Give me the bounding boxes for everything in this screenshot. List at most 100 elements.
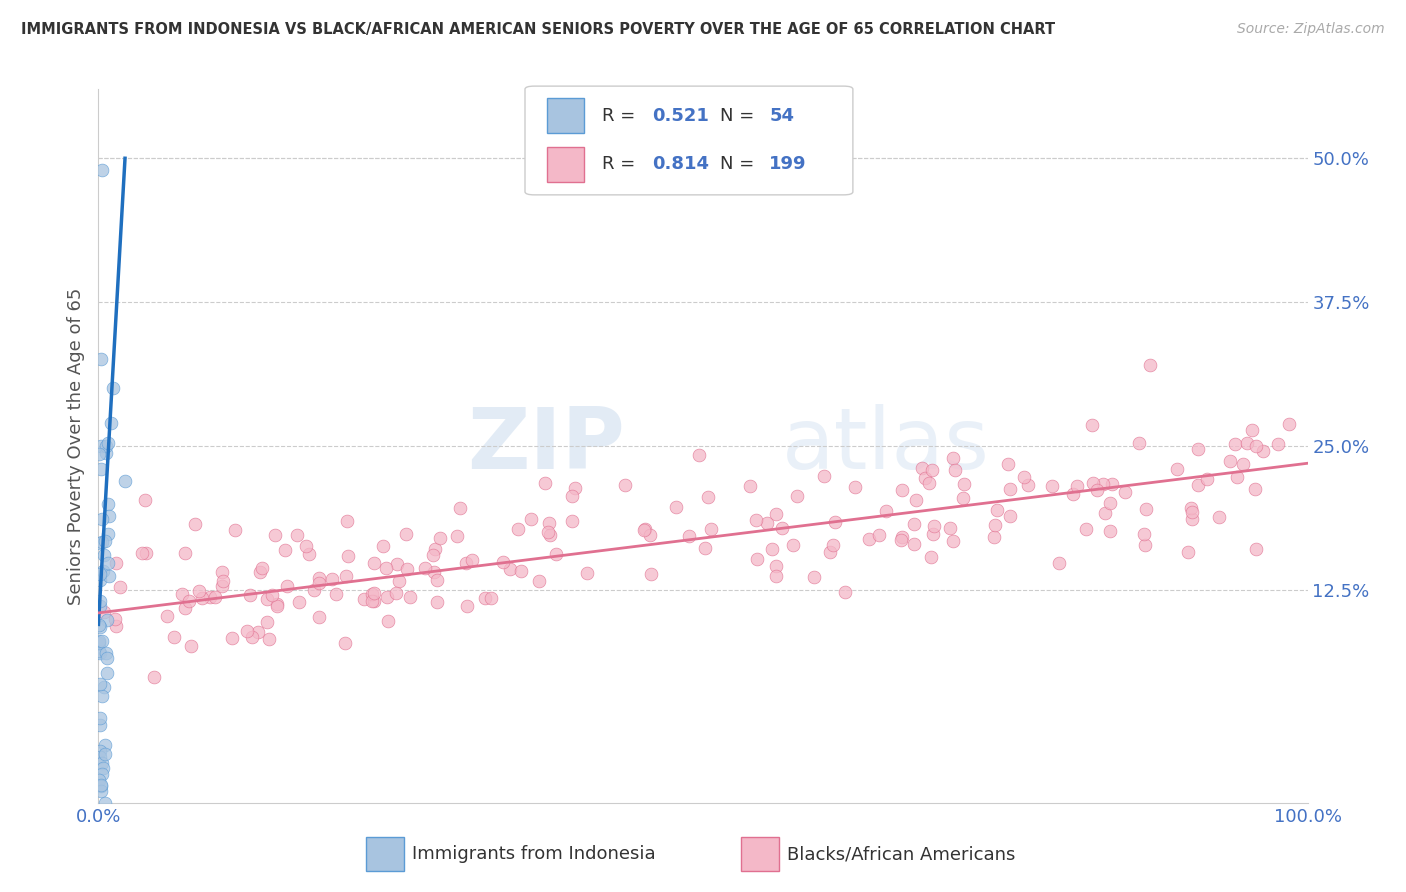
Point (90, 756, 112, 770)
Point (1099, 524, 1122, 538)
Point (546, 547, 568, 561)
Point (100, 416, 122, 430)
Point (665, 500, 688, 514)
Text: R =: R = (602, 107, 641, 125)
Point (98, 568, 121, 582)
Point (302, 582, 325, 597)
Point (695, 541, 717, 556)
Point (688, 448, 710, 462)
Point (91, 767, 114, 781)
Point (89, 718, 111, 732)
Point (1181, 512, 1204, 526)
Point (249, 565, 271, 579)
Point (1076, 522, 1098, 536)
Point (765, 559, 787, 574)
Point (93, 605, 115, 619)
Point (285, 528, 308, 542)
Point (1223, 437, 1246, 451)
Point (747, 552, 769, 566)
Point (204, 590, 226, 604)
Point (922, 519, 945, 533)
Point (426, 574, 449, 588)
Point (700, 522, 723, 536)
Point (114, 474, 136, 488)
Point (941, 451, 963, 466)
Point (1187, 478, 1209, 492)
Point (1278, 417, 1301, 432)
Text: Immigrants from Indonesia: Immigrants from Indonesia (412, 845, 655, 863)
Point (308, 571, 330, 585)
Point (474, 591, 496, 606)
Point (756, 516, 779, 530)
Point (984, 518, 1007, 533)
Point (89, 620, 111, 634)
Point (101, 381, 124, 395)
Point (89, 677, 111, 691)
Point (997, 457, 1019, 471)
Point (94, 796, 117, 810)
Point (952, 491, 974, 505)
Point (508, 522, 530, 536)
Point (1236, 436, 1258, 450)
Point (91, 634, 114, 648)
Point (786, 489, 808, 503)
Point (134, 493, 156, 508)
Point (89, 599, 111, 614)
Point (97, 527, 120, 541)
Text: N =: N = (720, 155, 759, 173)
Point (93, 549, 115, 563)
Point (425, 541, 447, 556)
Point (321, 572, 343, 586)
Point (90, 462, 112, 476)
FancyBboxPatch shape (741, 837, 779, 871)
Point (942, 534, 965, 549)
Point (97, 556, 120, 570)
Point (325, 587, 347, 601)
Point (174, 601, 197, 615)
Point (363, 556, 385, 570)
Point (96, 646, 118, 660)
Point (333, 636, 356, 650)
Point (221, 631, 243, 645)
FancyBboxPatch shape (366, 837, 404, 871)
Point (308, 609, 330, 624)
Point (429, 531, 451, 545)
Point (770, 521, 793, 535)
Point (1135, 538, 1157, 552)
Point (537, 516, 560, 530)
Point (97, 497, 120, 511)
Point (191, 591, 214, 605)
Point (89, 646, 111, 660)
Point (921, 463, 943, 477)
Point (910, 461, 932, 475)
Point (375, 560, 398, 574)
Point (1099, 496, 1122, 510)
Point (93, 564, 115, 578)
Point (1232, 457, 1254, 471)
Point (183, 516, 205, 531)
Point (257, 632, 280, 646)
Point (89, 536, 111, 550)
Point (920, 549, 942, 564)
Point (135, 545, 157, 559)
Point (256, 615, 278, 629)
Point (890, 533, 912, 548)
Point (90, 779, 112, 793)
Point (89, 566, 111, 581)
Point (336, 514, 359, 528)
Point (266, 597, 288, 611)
Point (1139, 359, 1161, 373)
Point (678, 529, 700, 543)
Point (108, 580, 131, 594)
Point (377, 614, 399, 628)
Point (174, 546, 197, 560)
Point (1132, 526, 1154, 541)
Point (633, 523, 655, 537)
Point (1000, 508, 1022, 523)
Point (263, 528, 285, 542)
Text: Source: ZipAtlas.com: Source: ZipAtlas.com (1237, 22, 1385, 37)
Point (738, 478, 761, 492)
Point (94, 533, 117, 548)
Point (813, 469, 835, 483)
Point (939, 521, 962, 535)
